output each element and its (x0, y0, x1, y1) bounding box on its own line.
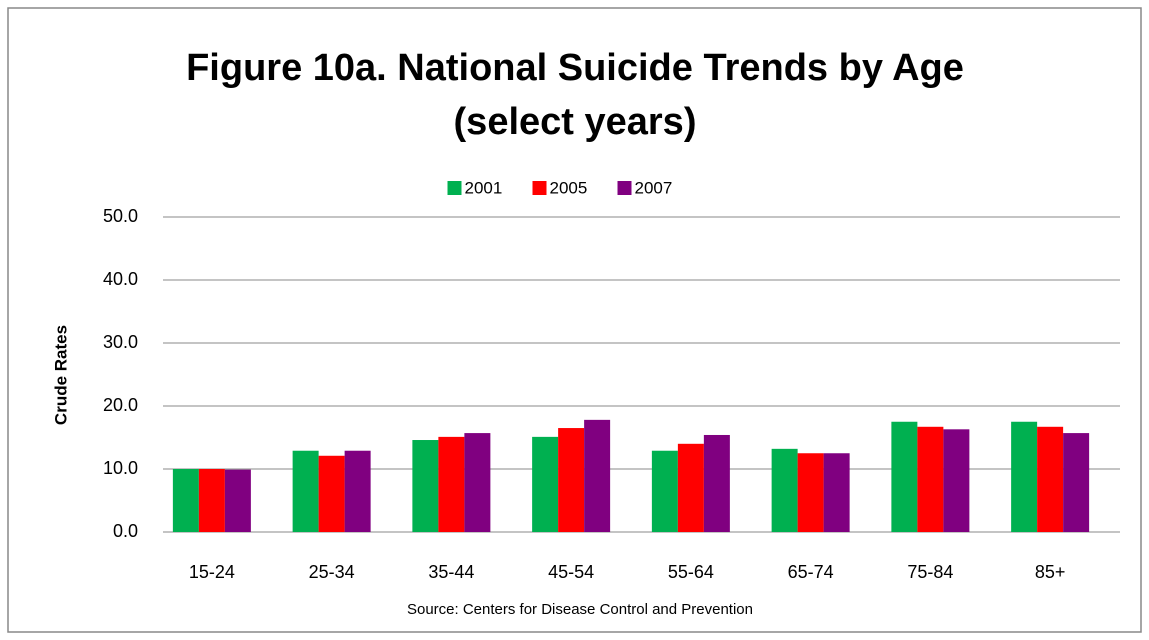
bar (344, 450, 371, 532)
bar (917, 426, 944, 532)
bar (1037, 426, 1064, 532)
legend-swatch (532, 181, 547, 195)
bar (703, 434, 730, 532)
legend-label: 2001 (465, 178, 503, 197)
source-note: Source: Centers for Disease Control and … (407, 601, 753, 618)
y-tick-label: 40.0 (103, 269, 138, 289)
y-tick-label: 30.0 (103, 332, 138, 352)
x-tick-label: 25-34 (309, 562, 355, 582)
x-tick-label: 15-24 (189, 562, 235, 582)
y-tick-label: 10.0 (103, 458, 138, 478)
legend-swatch (617, 181, 632, 195)
bar (651, 450, 678, 532)
x-tick-label: 75-84 (907, 562, 953, 582)
bar (438, 436, 465, 532)
legend-swatch (447, 181, 462, 195)
bar (412, 440, 439, 532)
bar (224, 469, 251, 532)
bar (891, 421, 918, 532)
x-tick-label: 85+ (1035, 562, 1066, 582)
y-tick-label: 20.0 (103, 395, 138, 415)
x-tick-label: 45-54 (548, 562, 594, 582)
bar (172, 469, 199, 532)
x-tick-label: 55-64 (668, 562, 714, 582)
bar (292, 450, 319, 532)
bar (198, 469, 225, 532)
chart-subtitle: (select years) (454, 101, 697, 143)
bar (1063, 433, 1090, 532)
x-tick-label: 65-74 (788, 562, 834, 582)
legend-label: 2007 (635, 178, 673, 197)
y-tick-label: 0.0 (113, 521, 138, 541)
bar (823, 453, 850, 532)
bar (797, 453, 824, 532)
bar (771, 448, 798, 532)
bar (584, 419, 611, 532)
y-tick-label: 50.0 (103, 206, 138, 226)
y-axis-label: Crude Rates (51, 325, 70, 425)
bar (558, 428, 585, 532)
bar (1011, 421, 1038, 532)
bar (943, 429, 970, 532)
bar (532, 436, 559, 532)
bar (677, 443, 704, 532)
bar (318, 455, 345, 532)
bar (464, 433, 491, 532)
x-tick-label: 35-44 (428, 562, 474, 582)
chart-title: Figure 10a. National Suicide Trends by A… (186, 47, 964, 89)
legend-label: 2005 (550, 178, 588, 197)
